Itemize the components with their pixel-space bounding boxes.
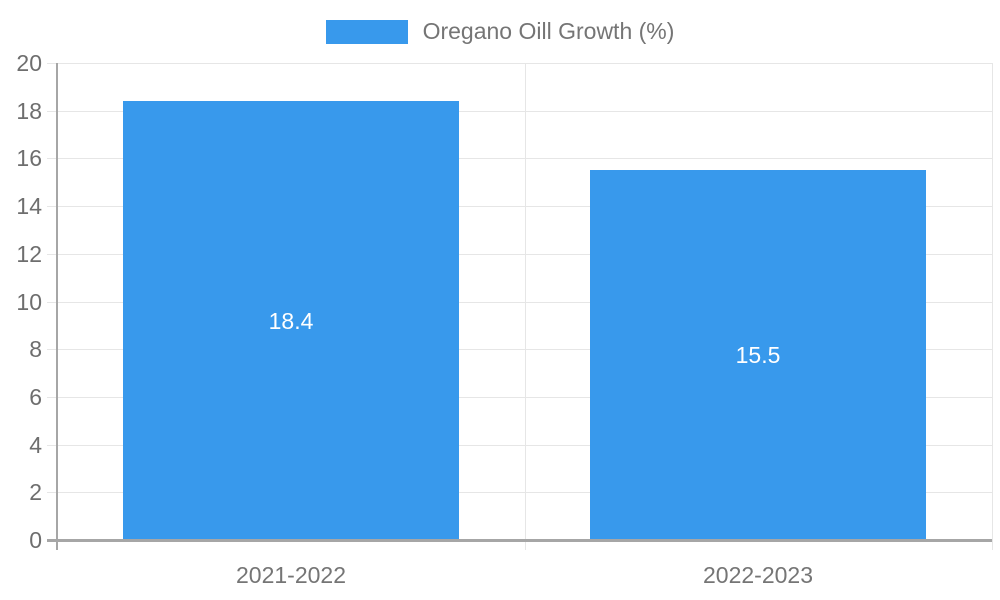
y-gridline [47,349,992,350]
legend-swatch-icon [325,19,408,44]
bar-value-label: 15.5 [735,342,781,368]
y-axis-tick-label: 10 [16,289,42,315]
y-axis-line [56,63,58,550]
y-axis-tick-label: 14 [16,193,42,219]
y-gridline [47,397,992,398]
bar-2022-2023 [590,170,926,540]
y-gridline [47,111,992,112]
x-axis-tick-label: 2022-2023 [703,562,813,588]
y-axis-tick-label: 20 [16,50,42,76]
x-axis-line [47,539,992,542]
y-gridline [47,206,992,207]
y-gridline [47,254,992,255]
y-gridline [47,445,992,446]
y-axis-tick-label: 6 [29,384,42,410]
x-gridline [992,63,993,550]
y-axis-tick-label: 2 [29,479,42,505]
y-gridline [47,492,992,493]
y-axis-tick-label: 12 [16,241,42,267]
chart-legend: Oregano Oill Growth (%) [0,18,1000,45]
y-gridline [47,158,992,159]
y-gridline [47,302,992,303]
y-axis-tick-label: 8 [29,336,42,362]
y-axis-tick-label: 18 [16,98,42,124]
y-axis-tick-label: 4 [29,432,42,458]
y-axis-tick-label: 16 [16,145,42,171]
bar-value-label: 18.4 [268,308,314,334]
bar-2021-2022 [123,101,459,540]
legend-label: Oregano Oill Growth (%) [422,18,675,44]
y-axis-tick-label: 0 [29,527,42,553]
y-gridline [47,63,992,64]
x-gridline [525,63,526,550]
x-axis-tick-label: 2021-2022 [236,562,346,588]
